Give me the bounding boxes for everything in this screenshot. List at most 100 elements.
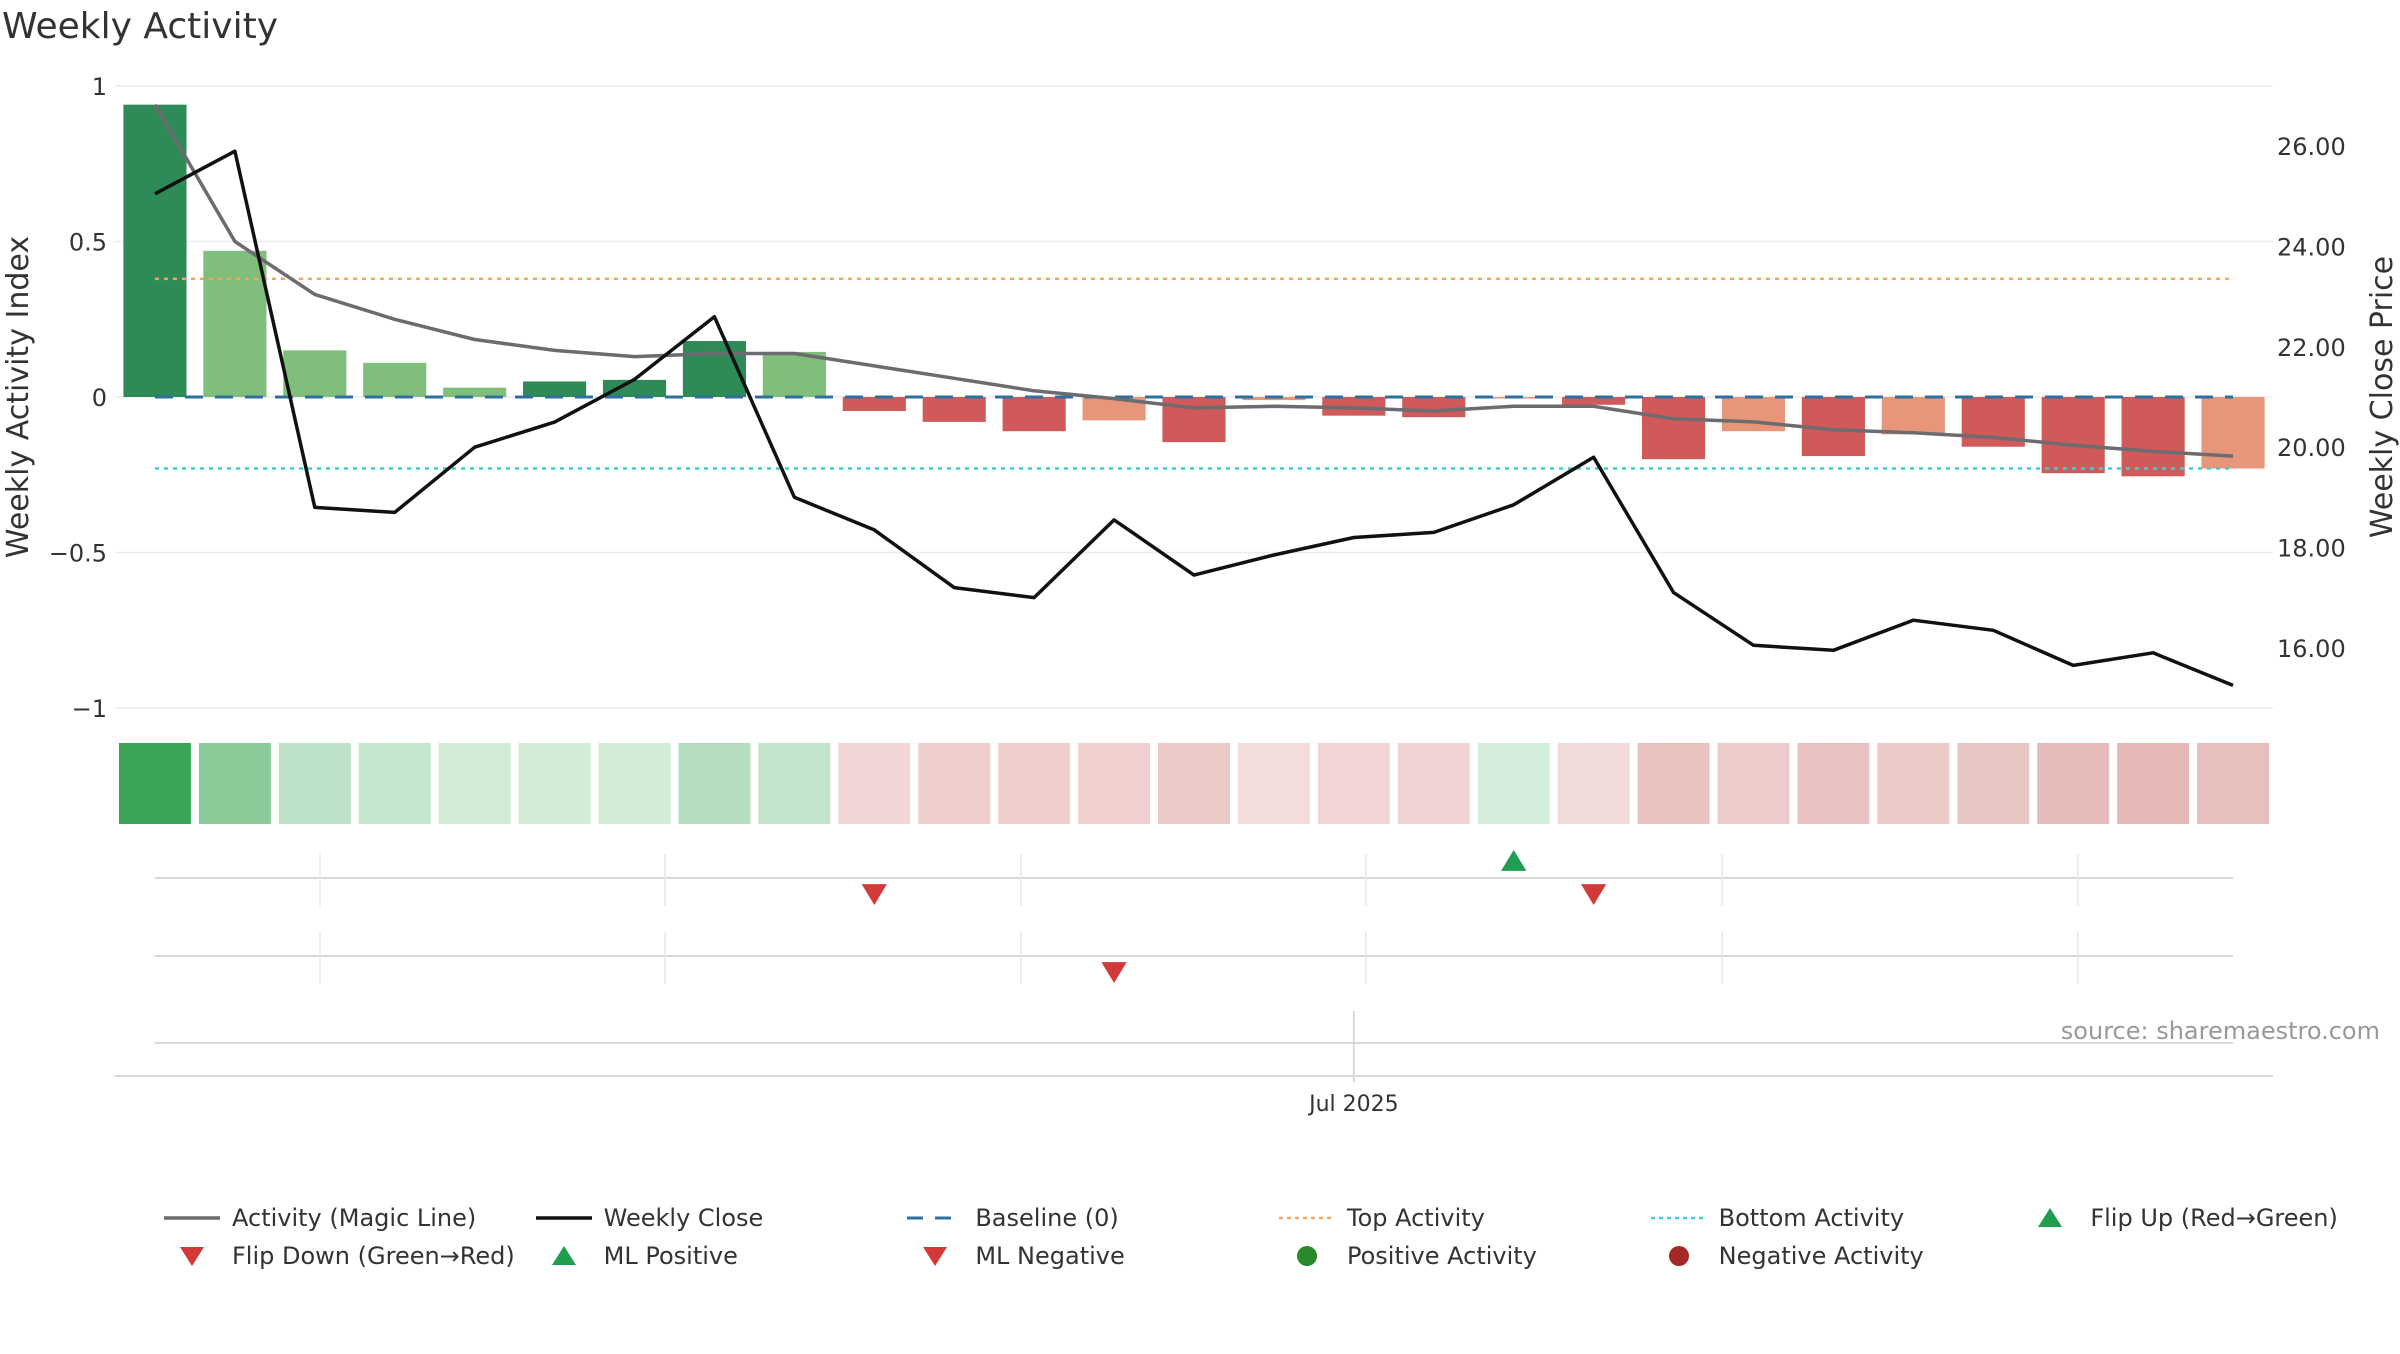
legend-item: ML Negative xyxy=(903,1241,1275,1271)
heat-cell xyxy=(1717,743,1790,824)
activity-bar xyxy=(1562,397,1626,405)
legend-swatch-line xyxy=(535,1216,592,1220)
activity-bar xyxy=(1082,397,1146,421)
legend-label: Flip Up (Red→Green) xyxy=(2090,1204,2338,1232)
flip-down-marker xyxy=(861,884,887,905)
legend-item: Flip Down (Green→Red) xyxy=(160,1241,532,1271)
legend-item: ML Positive xyxy=(532,1241,904,1271)
legend-label: Flip Down (Green→Red) xyxy=(232,1242,515,1270)
heat-cell xyxy=(1877,743,1950,824)
legend-label: Negative Activity xyxy=(1718,1242,1924,1270)
activity-bar xyxy=(602,379,667,397)
legend-label: ML Negative xyxy=(975,1242,1125,1270)
heat-cell xyxy=(1317,743,1390,824)
legend-label: Bottom Activity xyxy=(1718,1204,1905,1232)
legend-swatch-tri-up xyxy=(2038,1208,2063,1227)
reference-lines xyxy=(154,277,2234,470)
legend-item: Top Activity xyxy=(1275,1203,1647,1233)
legend-swatch-dot xyxy=(1278,1216,1335,1220)
x-tick-label: Jul 2025 xyxy=(1307,1092,1399,1117)
legend-swatch-line xyxy=(164,1216,220,1220)
activity-bar xyxy=(1881,397,1945,435)
right-tick-label: 26.00 xyxy=(2277,133,2346,161)
activity-bar xyxy=(443,387,507,397)
activity-bar xyxy=(1721,397,1786,432)
heat-cell xyxy=(2117,743,2190,824)
legend-item: Bottom Activity xyxy=(1647,1203,2019,1233)
heat-cell xyxy=(678,743,751,824)
left-tick-label: −1 xyxy=(72,695,107,723)
legend-item: Activity (Magic Line) xyxy=(160,1203,532,1233)
right-tick-label: 24.00 xyxy=(2277,234,2346,262)
magic-line-series xyxy=(153,103,2234,458)
heat-cell xyxy=(1237,743,1310,824)
left-tick-label: 0.5 xyxy=(69,229,107,257)
heat-cell xyxy=(598,743,671,824)
activity-bar xyxy=(682,341,747,397)
heat-cell xyxy=(518,743,591,824)
legend-label: Baseline (0) xyxy=(975,1204,1119,1232)
right-axis-label: Weekly Close Price xyxy=(2365,256,2400,538)
right-tick-label: 18.00 xyxy=(2277,534,2346,562)
ml-negative-marker xyxy=(1101,962,1127,983)
legend-label: Weekly Close xyxy=(603,1204,764,1232)
right-tick-label: 16.00 xyxy=(2277,635,2346,663)
left-tick-label: −0.5 xyxy=(49,540,107,568)
heat-cell xyxy=(1797,743,1870,824)
legend-swatch-circle xyxy=(1668,1246,1689,1266)
left-tick-label: 0 xyxy=(92,384,107,412)
legend-item: Baseline (0) xyxy=(903,1203,1275,1233)
legend-label: ML Positive xyxy=(603,1242,738,1270)
activity-bar xyxy=(2201,397,2265,469)
axes: 1 0.5 0 −0.5 −1 26.00 24.00 22.00 20.00 18.00 16.0… xyxy=(1,73,2400,723)
left-axis-label: Weekly Activity Index xyxy=(1,236,36,558)
weekly-close-series xyxy=(154,149,2234,688)
signal-panels: Jul 2025 xyxy=(115,850,2273,1117)
heat-cell xyxy=(918,743,991,824)
heat-cell xyxy=(1158,743,1230,824)
flip-down-marker xyxy=(1580,884,1607,905)
heat-cell xyxy=(438,743,511,824)
activity-bar xyxy=(1641,397,1706,460)
heat-cell xyxy=(838,743,911,824)
heat-cell xyxy=(198,743,271,824)
legend-label: Positive Activity xyxy=(1346,1242,1537,1270)
heat-cell xyxy=(1557,743,1630,824)
legend-item: Negative Activity xyxy=(1647,1241,2019,1271)
legend-item: Positive Activity xyxy=(1275,1241,1647,1271)
activity-bars xyxy=(123,104,2265,477)
heat-cell xyxy=(998,743,1071,824)
activity-bar xyxy=(1402,397,1466,418)
flip-up-marker xyxy=(1501,850,1527,871)
activity-bar xyxy=(842,397,906,411)
heat-cell xyxy=(1477,743,1550,824)
heat-cell xyxy=(2037,743,2110,824)
heat-cell xyxy=(278,743,351,824)
activity-bar xyxy=(762,351,826,397)
series-lines xyxy=(153,103,2234,688)
left-tick-label: 1 xyxy=(92,73,107,101)
legend-swatch-tri-down xyxy=(923,1247,948,1266)
activity-bar xyxy=(1242,397,1306,401)
activity-bar xyxy=(922,397,986,422)
activity-bar xyxy=(2121,397,2185,477)
right-tick-label: 20.00 xyxy=(2277,434,2346,462)
heat-cell xyxy=(119,743,191,824)
heat-cell xyxy=(1957,743,2030,824)
legend-item: Flip Up (Red→Green) xyxy=(2018,1203,2390,1233)
legend-swatch-circle xyxy=(1296,1246,1317,1266)
legend-swatch-dash xyxy=(907,1216,964,1220)
legend-label: Activity (Magic Line) xyxy=(232,1204,477,1232)
legend-swatch-tri-down xyxy=(180,1247,204,1266)
activity-bar xyxy=(123,104,187,397)
chart-title: Weekly Activity xyxy=(2,6,278,47)
legend-item: Weekly Close xyxy=(532,1203,904,1233)
source-note: source: sharemaestro.com xyxy=(2061,1017,2380,1045)
activity-bar xyxy=(363,362,427,397)
heat-cell xyxy=(2197,743,2269,824)
activity-bar xyxy=(2041,397,2105,474)
activity-bar xyxy=(203,250,267,397)
legend-swatch-tri-up xyxy=(551,1246,576,1265)
